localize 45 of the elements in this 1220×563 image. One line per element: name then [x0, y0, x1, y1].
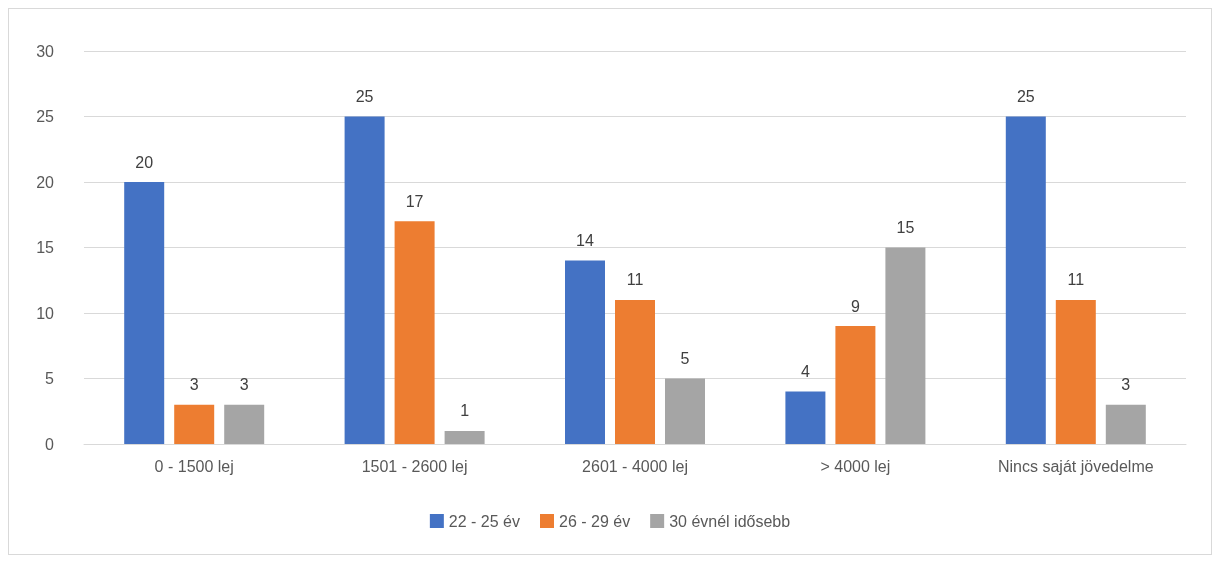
bar	[1005, 116, 1046, 444]
bar	[615, 299, 655, 444]
y-tick-label: 10	[36, 304, 55, 322]
legend-label: 30 évnél idősebb	[669, 512, 791, 530]
data-label: 15	[896, 219, 915, 236]
legend-label: 26 - 29 év	[559, 512, 631, 530]
bar	[174, 404, 215, 444]
y-tick-label: 0	[45, 435, 55, 453]
bar	[885, 247, 926, 444]
x-tick-label: > 4000 lej	[820, 457, 891, 475]
legend-label: 22 - 25 év	[448, 512, 521, 530]
bar	[124, 182, 165, 444]
data-label: 11	[1067, 271, 1085, 289]
data-label: 17	[405, 192, 424, 210]
data-label: 1	[460, 402, 470, 420]
y-tick-label: 30	[36, 42, 55, 60]
y-tick-label: 20	[36, 173, 55, 191]
data-label: 3	[1121, 376, 1131, 394]
x-tick-label: 0 - 1500 lej	[154, 457, 234, 475]
data-label: 25	[355, 88, 374, 105]
bar	[665, 378, 705, 444]
bar	[835, 326, 876, 444]
y-tick-label: 15	[36, 239, 55, 256]
x-tick-label: 1501 - 2600 lej	[361, 457, 468, 475]
bar	[224, 404, 265, 444]
bar	[444, 430, 485, 444]
bar	[344, 116, 385, 444]
data-label: 3	[239, 376, 249, 394]
data-label: 25	[1016, 88, 1035, 105]
x-tick-label: Nincs saját jövedelme	[997, 457, 1154, 475]
data-label: 11	[626, 271, 644, 289]
bar	[1055, 299, 1096, 444]
bar	[565, 260, 605, 444]
bar	[394, 221, 435, 444]
data-label: 14	[576, 232, 594, 250]
x-tick-label: 2601 - 4000 lej	[582, 457, 688, 475]
data-label: 3	[189, 376, 199, 394]
bar	[785, 391, 826, 444]
data-label: 5	[680, 350, 690, 367]
y-tick-label: 25	[36, 108, 55, 125]
data-label: 4	[800, 363, 810, 381]
y-tick-label: 5	[45, 370, 55, 387]
data-label: 9	[850, 297, 860, 315]
bar	[1105, 404, 1146, 444]
data-label: 20	[135, 153, 154, 171]
